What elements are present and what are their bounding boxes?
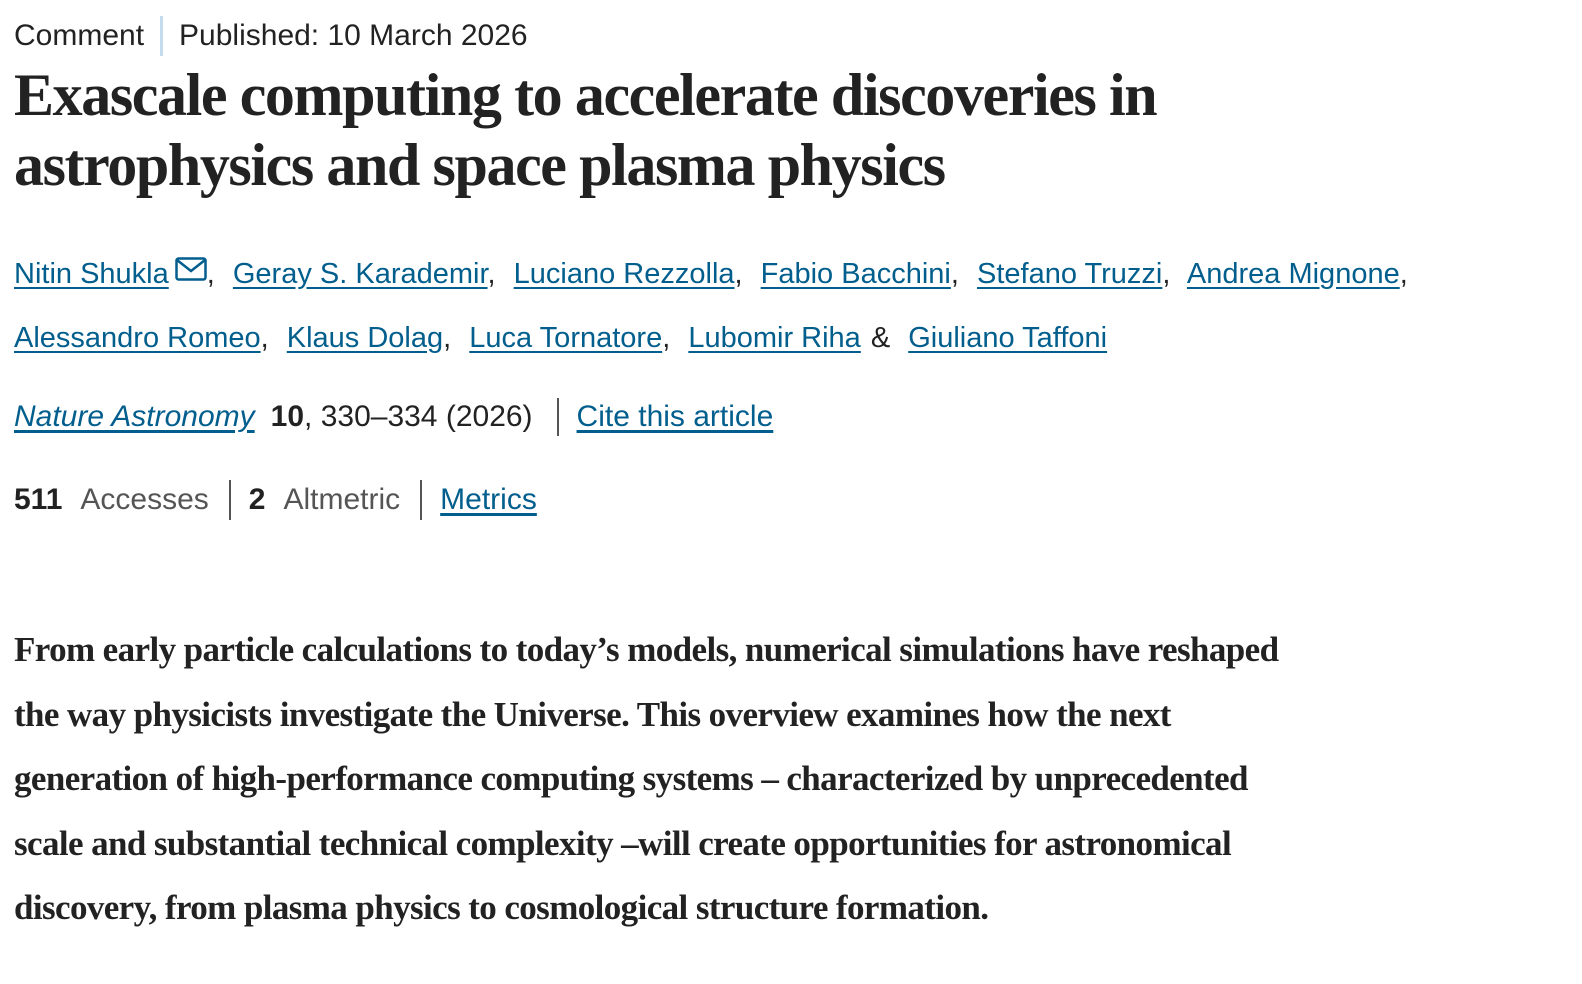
separator — [228, 480, 231, 520]
author: Stefano Truzzi, — [977, 258, 1180, 290]
separator — [420, 480, 423, 520]
separator — [556, 398, 559, 436]
author-link[interactable]: Stefano Truzzi — [976, 258, 1163, 290]
author-link[interactable]: Lubomir Riha — [688, 322, 861, 354]
author-link[interactable]: Andrea Mignone — [1186, 258, 1400, 290]
abstract-line: From early particle calculations to toda… — [14, 630, 1279, 669]
author-link[interactable]: Giuliano Taffoni — [908, 322, 1108, 354]
abstract-line: discovery, from plasma physics to cosmol… — [14, 888, 989, 927]
author: Geray S. Karademir, — [233, 258, 506, 290]
accesses-count: 511 — [14, 483, 63, 516]
author: Fabio Bacchini, — [761, 258, 969, 290]
author: Lubomir Riha & — [688, 322, 900, 354]
author-link[interactable]: Fabio Bacchini — [760, 258, 951, 290]
article-type: Comment — [14, 19, 145, 52]
author-link[interactable]: Geray S. Karademir — [232, 258, 488, 290]
author: Alessandro Romeo, — [14, 322, 279, 354]
author-separator: , — [734, 258, 743, 290]
author-link[interactable]: Luciano Rezzolla — [513, 258, 735, 290]
author-link[interactable]: Luca Tornatore — [469, 322, 663, 354]
author-separator: , — [206, 258, 215, 290]
author-list: Nitin Shukla, Geray S. Karademir, Lucian… — [14, 242, 1554, 370]
author-separator: , — [487, 258, 496, 290]
author: Klaus Dolag, — [287, 322, 461, 354]
author-separator: , — [950, 258, 959, 290]
author: Luca Tornatore, — [469, 322, 680, 354]
article-header: Comment Published: 10 March 2026 — [14, 16, 528, 56]
author-link[interactable]: Nitin Shukla — [14, 258, 169, 290]
altmetric-count: 2 — [248, 483, 266, 516]
email-icon[interactable] — [175, 257, 207, 281]
abstract: From early particle calculations to toda… — [14, 618, 1279, 941]
author: Giuliano Taffoni — [908, 322, 1107, 354]
author-separator: , — [260, 322, 269, 354]
author: Luciano Rezzolla, — [514, 258, 753, 290]
author-separator: , — [1399, 258, 1408, 290]
article-title: Exascale computing to accelerate discove… — [14, 60, 1158, 200]
separator — [160, 16, 164, 56]
altmetric-label: Altmetric — [283, 483, 401, 516]
author-separator: & — [870, 322, 891, 354]
abstract-line: generation of high-performance computing… — [14, 759, 1249, 798]
title-line: astrophysics and space plasma physics — [14, 132, 946, 198]
metrics-bar: 511 Accesses 2 Altmetric Metrics — [14, 480, 537, 520]
published-date: Published: 10 March 2026 — [179, 19, 528, 52]
author-separator: , — [443, 322, 452, 354]
author-link[interactable]: Klaus Dolag — [286, 322, 444, 354]
author: Nitin Shukla, — [14, 257, 225, 290]
cite-link[interactable]: Cite this article — [576, 400, 774, 433]
abstract-line: the way physicists investigate the Unive… — [14, 694, 1171, 734]
metrics-link[interactable]: Metrics — [440, 483, 537, 516]
journal-link[interactable]: Nature Astronomy — [14, 400, 255, 433]
author-separator: , — [662, 322, 671, 354]
volume: 10 — [270, 400, 305, 433]
pages: , 330–334 (2026) — [304, 400, 533, 433]
author-separator: , — [1162, 258, 1171, 290]
citation: Nature Astronomy 10 , 330–334 (2026) Cit… — [14, 398, 773, 436]
title-line: Exascale computing to accelerate discove… — [14, 62, 1158, 128]
author: Andrea Mignone, — [1187, 258, 1418, 290]
abstract-line: scale and substantial technical complexi… — [14, 823, 1232, 863]
author-link[interactable]: Alessandro Romeo — [14, 322, 261, 354]
accesses-label: Accesses — [80, 483, 209, 516]
